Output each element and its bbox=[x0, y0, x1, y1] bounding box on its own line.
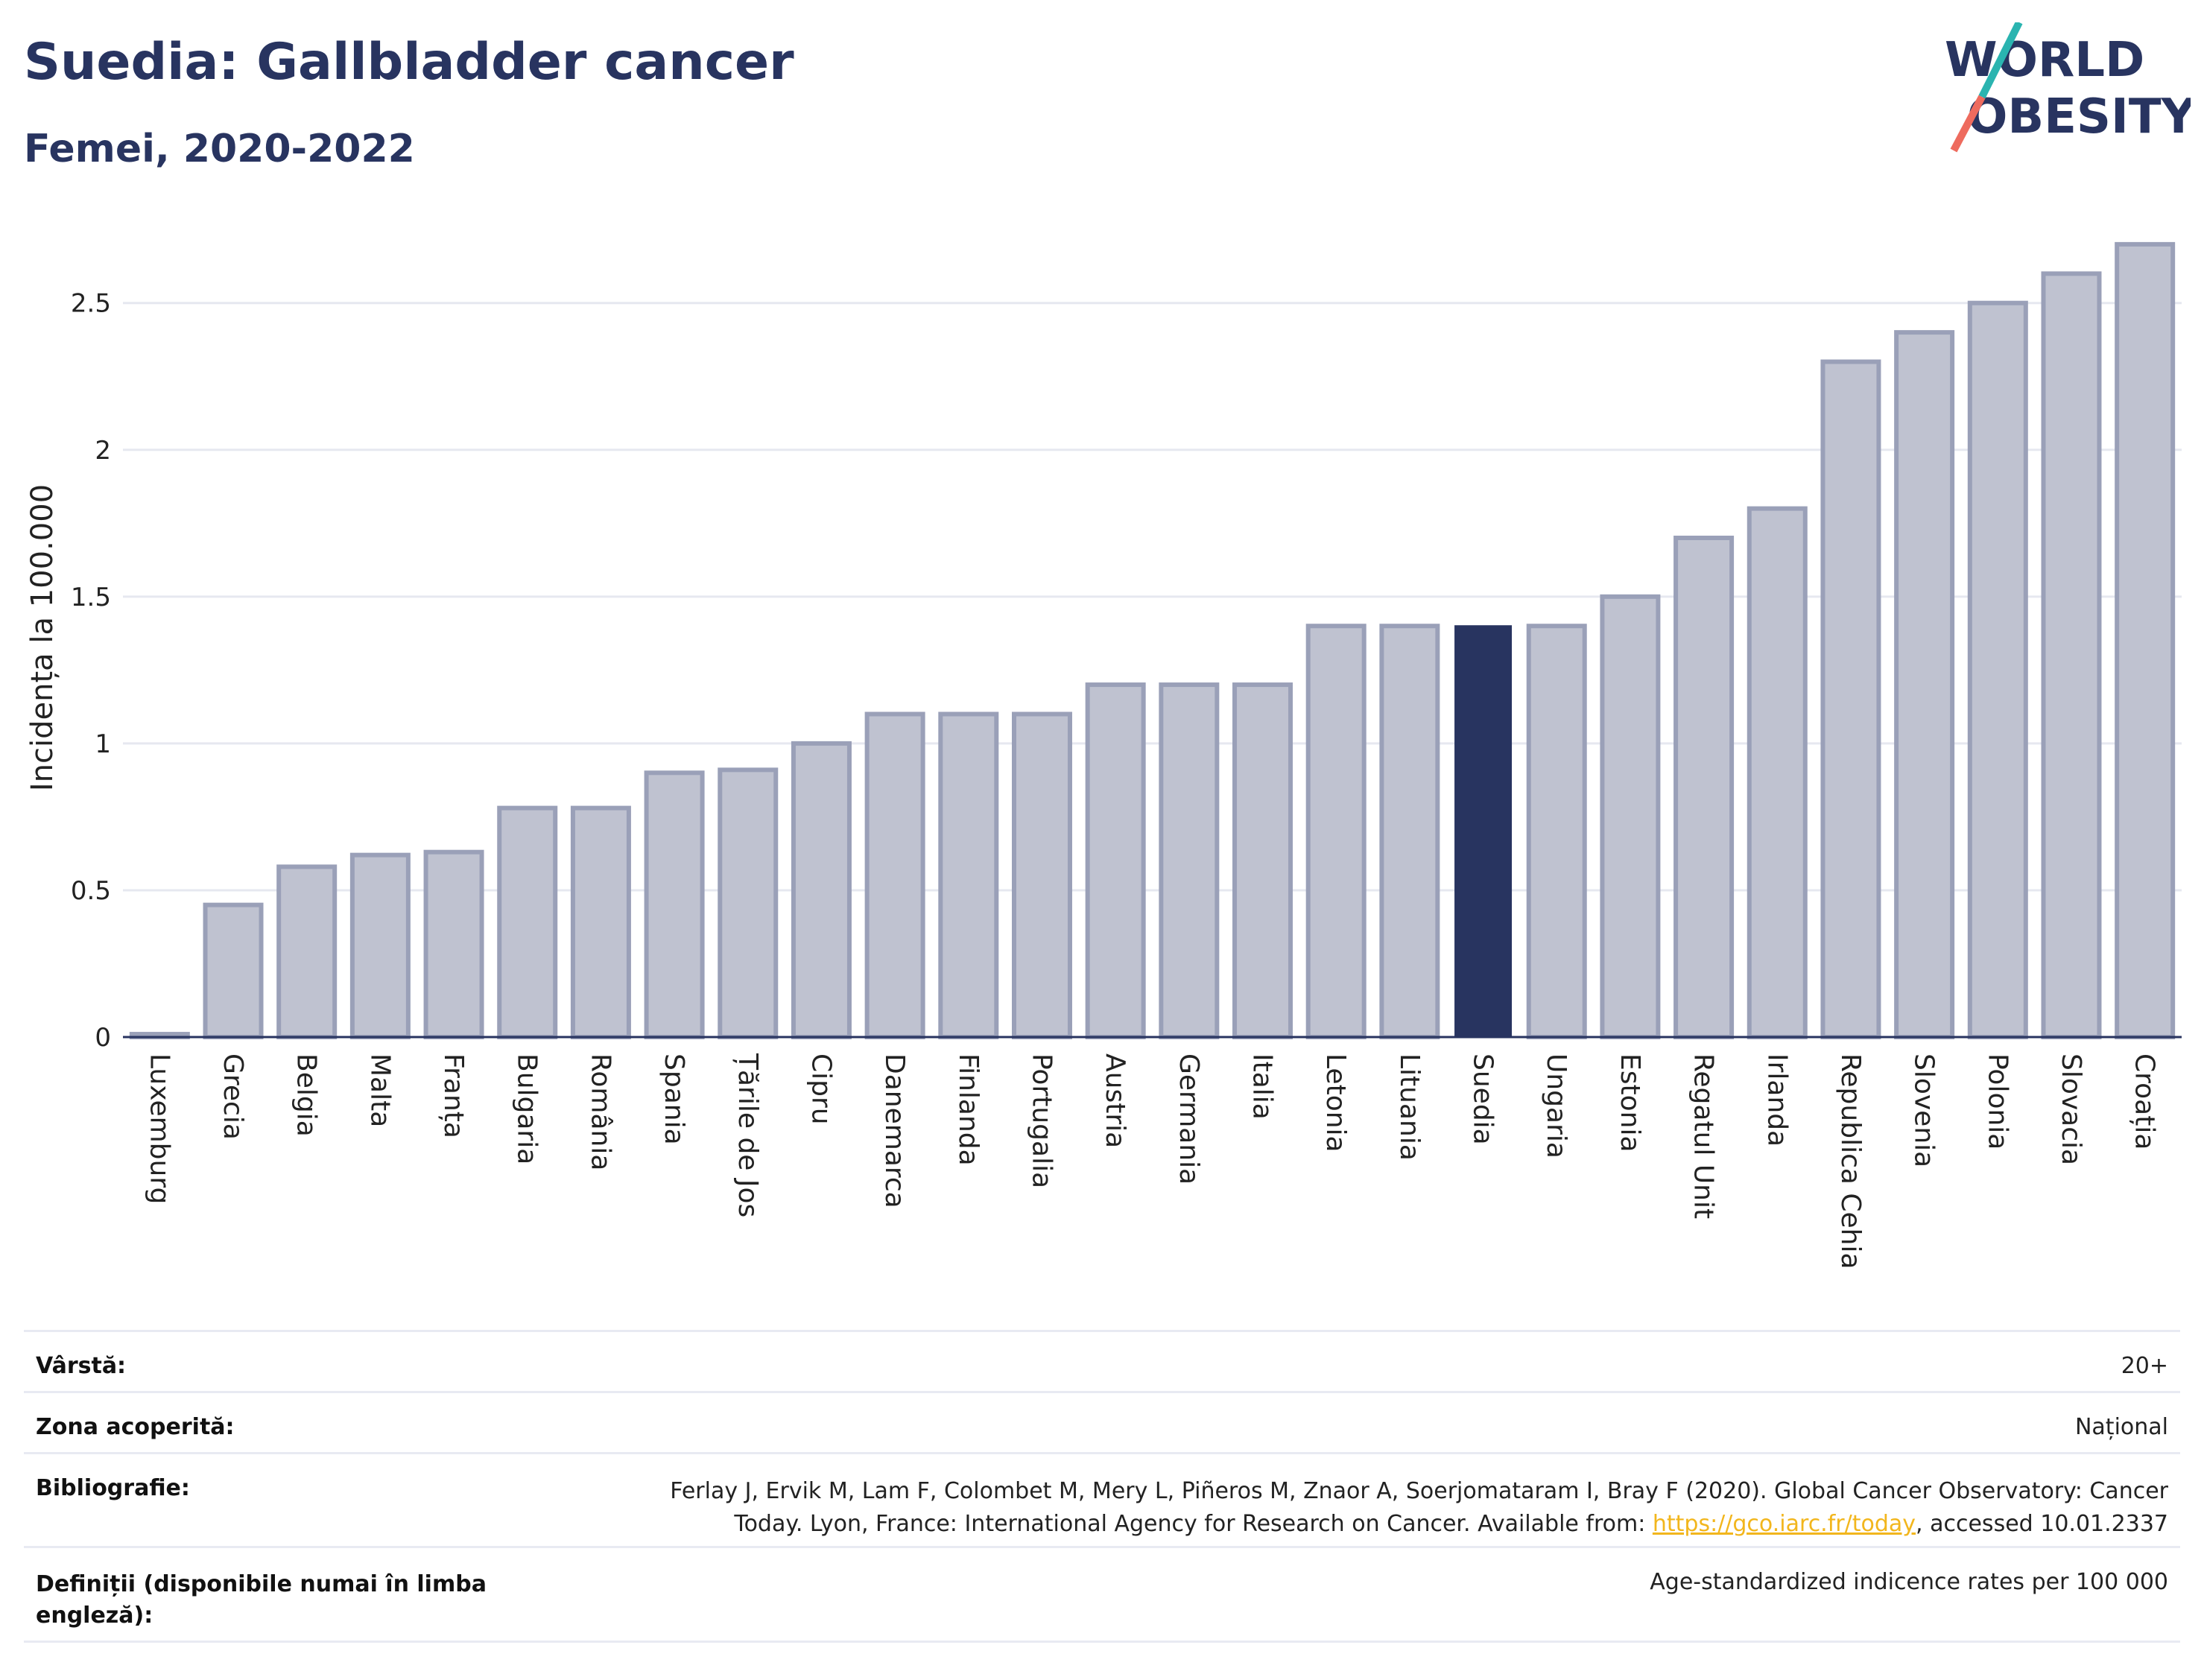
logo-text-obesity: OBESITY bbox=[1967, 89, 2191, 145]
x-tick-label: Franța bbox=[438, 1053, 469, 1138]
x-tick-label: Germania bbox=[1174, 1053, 1204, 1185]
meta-label-area: Zona acoperită: bbox=[36, 1414, 235, 1440]
meta-value-area: Național bbox=[2074, 1414, 2168, 1440]
bar bbox=[938, 711, 999, 1039]
x-tick-label: Irlanda bbox=[1761, 1053, 1792, 1147]
x-tick-label: Suedia bbox=[1468, 1053, 1498, 1145]
meta-label-age: Vârstă: bbox=[36, 1353, 127, 1379]
x-tick-label: Slovacia bbox=[2056, 1053, 2086, 1165]
bar-chart: 0 0.5 1 1.5 2 2.5 Incidența la 100.000 Luxembur… bbox=[25, 241, 2182, 1269]
x-tick-label: Danemarca bbox=[879, 1053, 910, 1208]
logo-text-world: WORLD bbox=[1945, 33, 2144, 88]
logo-slash-coral bbox=[1950, 95, 1986, 153]
x-tick-label: Luxemburg bbox=[144, 1053, 174, 1204]
meta-value-age: 20+ bbox=[2121, 1353, 2168, 1379]
x-tick-label: Portugalia bbox=[1026, 1053, 1057, 1188]
x-tick-label: România bbox=[585, 1053, 615, 1170]
x-tick-label: Polonia bbox=[1982, 1053, 2013, 1150]
bar bbox=[203, 902, 264, 1040]
x-tick-label: Țările de Jos bbox=[732, 1053, 763, 1217]
x-tick-label: Grecia bbox=[218, 1053, 248, 1140]
meta-row-definitions: Definiții (disponibile numai în limba en… bbox=[24, 1546, 2180, 1643]
bar bbox=[1379, 624, 1440, 1039]
x-tick-label: Regatul Unit bbox=[1688, 1053, 1719, 1219]
x-tick-label: Austria bbox=[1100, 1053, 1130, 1148]
bar bbox=[1159, 682, 1220, 1039]
x-tick-label: Republica Cehia bbox=[1835, 1053, 1866, 1269]
meta-row-age: Vârstă: 20+ bbox=[24, 1330, 2180, 1393]
bar bbox=[1526, 624, 1587, 1039]
x-tick-label: Ungaria bbox=[1541, 1053, 1571, 1158]
bar bbox=[497, 805, 558, 1040]
chart-title: Suedia: Gallbladder cancer bbox=[24, 33, 794, 92]
x-tick-label: Belgia bbox=[291, 1053, 322, 1137]
bar bbox=[423, 849, 484, 1040]
bar bbox=[1305, 624, 1367, 1039]
chart-subtitle: Femei, 2020-2022 bbox=[24, 127, 415, 171]
bar bbox=[2041, 271, 2102, 1040]
bar bbox=[570, 805, 631, 1040]
meta-value-bibliography: Ferlay J, Ervik M, Lam F, Colombet M, Me… bbox=[670, 1475, 2168, 1541]
bar bbox=[1600, 594, 1661, 1039]
world-obesity-logo: WORLD OBESITY bbox=[1945, 22, 2191, 153]
y-tick-label: 2 bbox=[95, 436, 111, 466]
bar bbox=[1967, 300, 2028, 1039]
x-tick-label: Bulgaria bbox=[512, 1053, 542, 1164]
logo-slash-teal bbox=[1978, 22, 2023, 99]
x-tick-label: Letonia bbox=[1320, 1053, 1351, 1153]
bar bbox=[2115, 241, 2176, 1040]
meta-row-area: Zona acoperită: Național bbox=[24, 1391, 2180, 1454]
bar bbox=[791, 741, 852, 1039]
meta-label-bibliography: Bibliografie: bbox=[36, 1475, 190, 1501]
x-tick-label: Italia bbox=[1247, 1053, 1278, 1120]
bibliography-text: Today. Lyon, France: International Agenc… bbox=[734, 1511, 1653, 1537]
x-tick-label: Slovenia bbox=[1909, 1053, 1939, 1167]
bar bbox=[864, 711, 925, 1039]
x-tick-label: Cipru bbox=[805, 1053, 836, 1125]
bar bbox=[1820, 359, 1881, 1039]
x-tick-label: Spania bbox=[659, 1053, 689, 1145]
bibliography-accessed: , accessed 10.01.2337 bbox=[1916, 1511, 2168, 1537]
bibliography-line-2: Today. Lyon, France: International Agenc… bbox=[670, 1508, 2168, 1541]
y-axis-label: Incidența la 100.000 bbox=[25, 484, 60, 791]
x-tick-label: Estonia bbox=[1615, 1053, 1645, 1153]
bibliography-line-1: Ferlay J, Ervik M, Lam F, Colombet M, Me… bbox=[670, 1478, 2168, 1504]
bar bbox=[644, 770, 705, 1039]
x-tick-label: Finlanda bbox=[953, 1053, 984, 1166]
x-tick-label: Lituania bbox=[1394, 1053, 1425, 1161]
y-tick-label: 1 bbox=[95, 729, 111, 759]
y-tick-label: 1.5 bbox=[71, 583, 111, 612]
y-tick-label: 0 bbox=[95, 1023, 111, 1053]
bibliography-link[interactable]: https://gco.iarc.fr/today bbox=[1652, 1511, 1916, 1537]
bar bbox=[1673, 536, 1735, 1039]
y-tick-label: 2.5 bbox=[71, 289, 111, 319]
y-tick-label: 0.5 bbox=[71, 876, 111, 906]
bar-highlighted bbox=[1454, 625, 1513, 1038]
x-tick-label: Malta bbox=[364, 1053, 395, 1127]
meta-label-definitions: Definiții (disponibile numai în limba en… bbox=[36, 1571, 487, 1629]
meta-row-bibliography: Bibliografie: Ferlay J, Ervik M, Lam F, … bbox=[24, 1452, 2180, 1548]
bar bbox=[1011, 711, 1072, 1039]
bar bbox=[276, 864, 338, 1039]
meta-value-definitions: Age-standardized indicence rates per 100… bbox=[1650, 1569, 2168, 1595]
x-tick-label: Croația bbox=[2129, 1053, 2160, 1150]
bar bbox=[1747, 506, 1808, 1039]
bar bbox=[1085, 682, 1146, 1039]
bar bbox=[1232, 682, 1293, 1039]
bar bbox=[349, 852, 411, 1040]
bar bbox=[718, 767, 779, 1039]
bar bbox=[1894, 330, 1955, 1039]
